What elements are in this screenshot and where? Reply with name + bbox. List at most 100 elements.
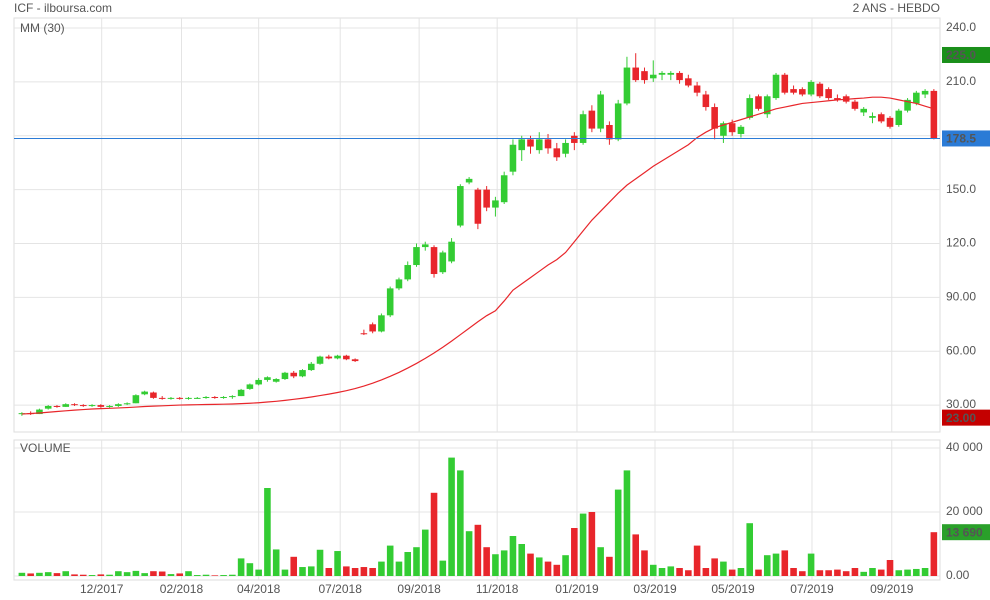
candle-body xyxy=(509,144,517,172)
volume-bar xyxy=(737,568,745,576)
volume-bar xyxy=(79,574,87,576)
candle-body xyxy=(457,186,464,226)
volume-bar xyxy=(439,560,447,576)
volume-bar xyxy=(229,574,236,576)
volume-bar xyxy=(886,560,894,576)
candle-body xyxy=(395,279,403,289)
volume-bar xyxy=(649,564,657,576)
candle-body xyxy=(676,72,683,81)
volume-bar xyxy=(579,513,587,576)
volume-bar xyxy=(562,555,569,576)
legend-entry: MM (30) xyxy=(20,21,65,35)
volume-bar xyxy=(930,532,938,576)
volume-bar xyxy=(202,574,210,576)
volume-bar xyxy=(115,571,122,576)
candle-body xyxy=(737,126,745,134)
candle-body xyxy=(237,389,245,397)
volume-bar xyxy=(763,555,771,576)
candle-body xyxy=(272,379,280,382)
candle-body xyxy=(193,397,201,399)
candle-body xyxy=(535,139,543,151)
candle-body xyxy=(106,405,113,407)
candle-body xyxy=(44,405,52,409)
candle-body xyxy=(115,404,122,406)
volume-bar xyxy=(220,575,227,576)
candle-body xyxy=(176,397,184,399)
volume-bar xyxy=(544,561,552,576)
candle-body xyxy=(369,324,376,332)
candle-body xyxy=(781,74,789,93)
candle-body xyxy=(763,96,771,115)
volume-bar xyxy=(71,574,78,576)
candle-body xyxy=(588,110,596,129)
volume-bar xyxy=(457,470,464,576)
panel xyxy=(13,17,941,433)
candle-body xyxy=(851,101,859,109)
volume-bar xyxy=(474,524,482,576)
volume-bar xyxy=(334,551,341,576)
volume-bar xyxy=(395,561,403,576)
volume-bar xyxy=(816,570,824,576)
volume-bar xyxy=(97,574,105,576)
candle-body xyxy=(720,123,727,136)
candle-body xyxy=(307,363,315,371)
candle-body xyxy=(825,89,832,99)
volume-bar xyxy=(772,553,780,576)
x-tick-label: 12/2017 xyxy=(80,582,124,596)
candle-body xyxy=(790,89,797,93)
candle-body xyxy=(614,103,622,140)
volume-bar xyxy=(88,575,96,576)
volume-bar xyxy=(790,568,797,576)
volume-bar xyxy=(36,572,43,576)
volume-bar xyxy=(246,563,254,576)
candle-body xyxy=(421,244,429,248)
candle-body xyxy=(97,405,105,407)
volume-bar xyxy=(404,552,412,576)
value-badge xyxy=(942,46,990,63)
volume-bar xyxy=(842,571,850,576)
value-badge xyxy=(942,524,990,541)
candle-body xyxy=(921,90,929,95)
badge-label: 13 690 xyxy=(946,525,983,539)
candle-body xyxy=(816,83,824,97)
volume-bar xyxy=(430,492,438,576)
candle-body xyxy=(229,396,236,398)
candle-body xyxy=(527,139,534,147)
candle-body xyxy=(649,74,657,79)
candle-body xyxy=(772,74,780,99)
volume-bar xyxy=(781,550,789,576)
volume-bar xyxy=(535,557,543,576)
volume-bar xyxy=(53,573,61,576)
candle-body xyxy=(430,247,438,275)
candle-body xyxy=(53,405,61,407)
candle-body xyxy=(834,98,841,100)
candle-body xyxy=(746,98,754,118)
volume-bar xyxy=(632,534,640,576)
volume-bar xyxy=(641,550,648,576)
candle-body xyxy=(930,90,938,139)
volume-bar xyxy=(728,569,736,576)
volume-bar xyxy=(500,550,508,576)
candle-body xyxy=(211,396,219,398)
candle-body xyxy=(869,116,876,118)
volume-bar xyxy=(518,544,526,576)
candle-body xyxy=(465,178,473,183)
volume-bar xyxy=(272,549,280,576)
candle-body xyxy=(150,392,157,398)
volume-bar xyxy=(44,572,52,576)
volume-bar xyxy=(185,571,192,576)
volume-bar xyxy=(369,568,376,576)
volume-bar xyxy=(606,556,613,576)
volume-bar xyxy=(685,570,692,576)
candle-body xyxy=(439,252,447,273)
volume-bar xyxy=(825,570,832,576)
volume-bar xyxy=(921,568,929,576)
volume-bar xyxy=(667,566,675,576)
y-tick-label: 240.0 xyxy=(946,20,976,34)
candle-body xyxy=(220,396,227,398)
volume-bar xyxy=(27,573,34,576)
y-tick-label: 0.00 xyxy=(946,568,970,582)
volume-bar xyxy=(755,569,762,576)
x-tick-label: 04/2018 xyxy=(237,582,281,596)
y-tick-label: 30.00 xyxy=(946,397,976,411)
